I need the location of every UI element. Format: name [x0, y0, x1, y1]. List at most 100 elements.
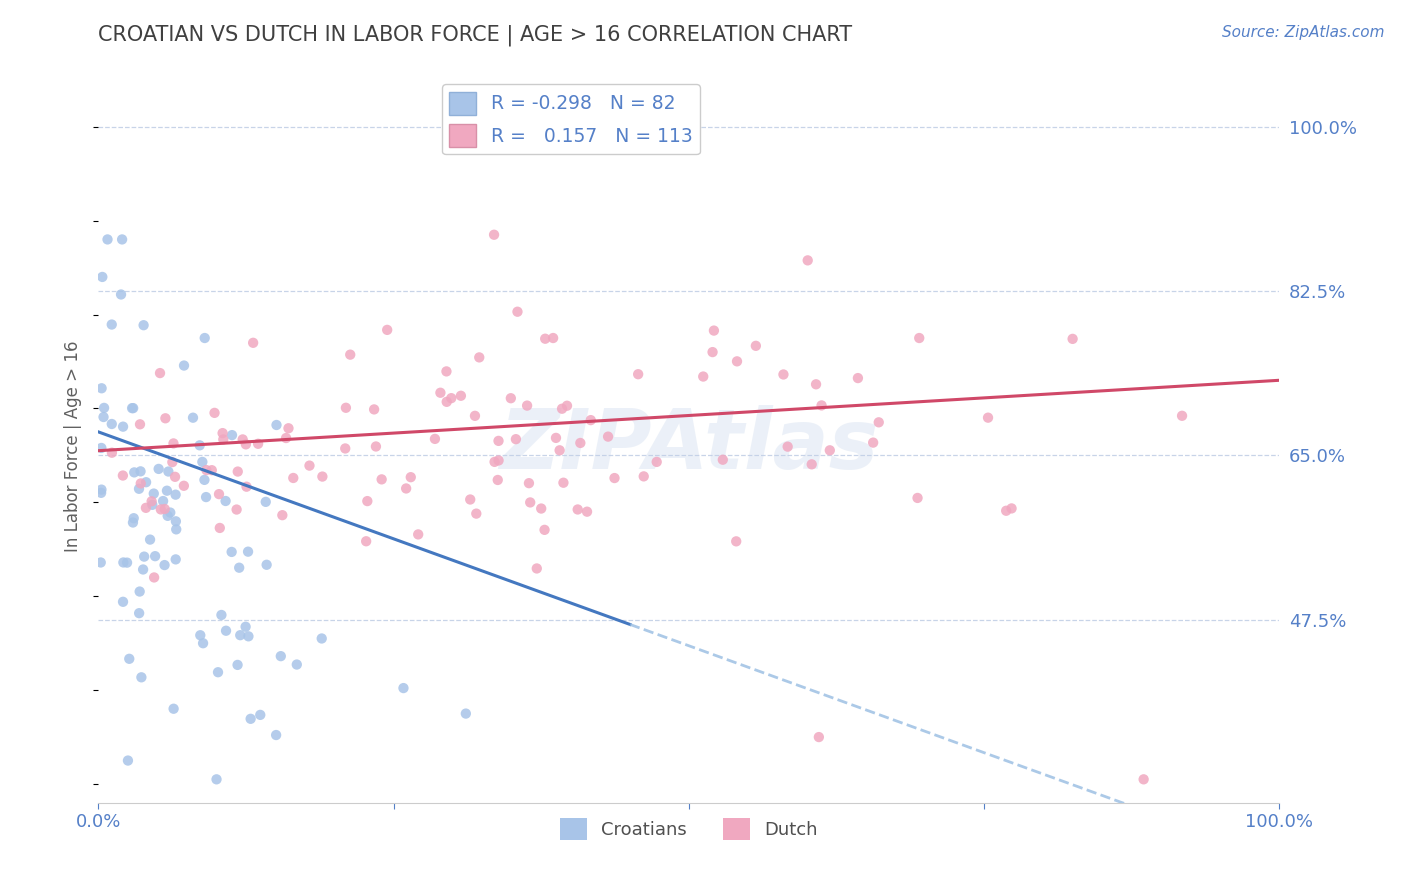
Point	[356, 494, 378, 508]
Text: Source: ZipAtlas.com: Source: ZipAtlas.com	[1222, 25, 1385, 40]
Point	[977, 410, 1000, 425]
Point	[264, 728, 287, 742]
Point	[165, 488, 187, 502]
Point	[800, 458, 823, 472]
Point	[488, 434, 510, 448]
Point	[796, 253, 818, 268]
Point	[194, 331, 217, 345]
Point	[505, 432, 527, 446]
Point	[129, 464, 152, 478]
Point	[579, 413, 602, 427]
Point	[274, 431, 297, 445]
Point	[544, 431, 567, 445]
Point	[93, 401, 115, 415]
Point	[215, 624, 238, 638]
Point	[117, 754, 139, 768]
Point	[232, 433, 254, 447]
Point	[335, 442, 357, 456]
Point	[157, 465, 180, 479]
Point	[96, 232, 118, 246]
Y-axis label: In Labor Force | Age > 16: In Labor Force | Age > 16	[65, 340, 83, 552]
Point	[153, 558, 176, 573]
Point	[484, 455, 506, 469]
Point	[603, 471, 626, 485]
Point	[91, 269, 114, 284]
Point	[486, 473, 509, 487]
Point	[725, 534, 748, 549]
Point	[155, 411, 177, 425]
Point	[162, 455, 184, 469]
Point	[395, 482, 418, 496]
Point	[517, 476, 540, 491]
Point	[516, 399, 538, 413]
Point	[135, 500, 157, 515]
Point	[339, 348, 361, 362]
Point	[454, 706, 477, 721]
Point	[1171, 409, 1194, 423]
Point	[93, 410, 115, 425]
Point	[128, 606, 150, 620]
Point	[745, 339, 768, 353]
Point	[156, 508, 179, 523]
Point	[212, 433, 235, 447]
Point	[165, 552, 187, 566]
Point	[692, 369, 714, 384]
Point	[90, 381, 112, 395]
Point	[482, 227, 505, 242]
Point	[429, 385, 451, 400]
Point	[211, 426, 233, 441]
Point	[221, 428, 243, 442]
Point	[122, 511, 145, 525]
Point	[122, 466, 145, 480]
Point	[165, 470, 187, 484]
Point	[270, 649, 292, 664]
Point	[101, 446, 124, 460]
Point	[132, 318, 155, 333]
Point	[159, 506, 181, 520]
Point	[254, 495, 277, 509]
Point	[406, 527, 429, 541]
Point	[702, 345, 724, 359]
Point	[191, 636, 214, 650]
Point	[464, 409, 486, 423]
Point	[627, 368, 650, 382]
Point	[149, 366, 172, 380]
Point	[142, 486, 165, 500]
Point	[112, 419, 135, 434]
Point	[311, 632, 333, 646]
Point	[375, 323, 398, 337]
Point	[995, 504, 1018, 518]
Point	[129, 476, 152, 491]
Point	[776, 440, 799, 454]
Point	[204, 406, 226, 420]
Point	[110, 287, 132, 301]
Point	[436, 394, 458, 409]
Point	[111, 232, 134, 246]
Point	[277, 421, 299, 435]
Point	[90, 556, 112, 570]
Point	[370, 472, 392, 486]
Point	[711, 452, 734, 467]
Point	[193, 473, 215, 487]
Point	[111, 595, 134, 609]
Point	[555, 399, 578, 413]
Point	[468, 351, 491, 365]
Point	[195, 463, 218, 477]
Point	[569, 436, 592, 450]
Point	[131, 670, 153, 684]
Point	[1000, 501, 1022, 516]
Point	[152, 494, 174, 508]
Point	[90, 485, 112, 500]
Point	[129, 417, 152, 432]
Point	[122, 401, 145, 416]
Point	[162, 436, 184, 450]
Point	[201, 463, 224, 477]
Point	[440, 391, 463, 405]
Point	[772, 368, 794, 382]
Point	[242, 335, 264, 350]
Point	[1062, 332, 1084, 346]
Legend: Croatians, Dutch: Croatians, Dutch	[553, 811, 825, 847]
Point	[173, 359, 195, 373]
Point	[207, 665, 229, 680]
Point	[249, 707, 271, 722]
